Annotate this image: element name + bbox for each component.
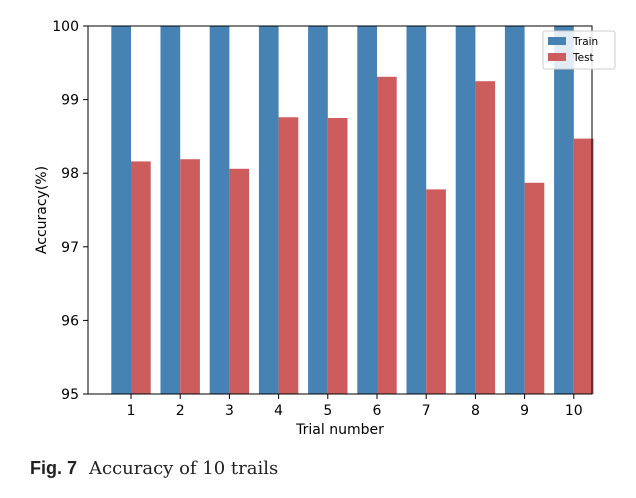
bar-test-5 (327, 118, 348, 394)
x-tick-label-9: 9 (520, 403, 529, 419)
x-tick-label-8: 8 (471, 403, 480, 419)
y-tick-label-98: 98 (61, 166, 79, 182)
x-axis: 1 2 3 4 5 6 7 8 9 10 (127, 394, 583, 419)
y-tick-label-99: 99 (61, 93, 79, 109)
figure-caption: Fig. 7 Accuracy of 10 trails (30, 458, 278, 479)
bar-test-6 (377, 76, 397, 394)
plot-frame (87, 25, 593, 395)
bar-train-6 (357, 26, 377, 394)
bar-test-9 (524, 182, 545, 394)
bars-layer (111, 26, 594, 394)
bar-train-4 (258, 26, 279, 394)
bar-test-8 (475, 81, 496, 394)
bar-train-5 (308, 26, 328, 394)
x-axis-label: Trial number (295, 422, 384, 438)
x-tick-label-6: 6 (373, 403, 382, 419)
figure-number: Fig. 7 (30, 458, 78, 478)
x-tick-label-5: 5 (323, 403, 332, 419)
bar-test-1 (131, 161, 151, 394)
x-tick-label-10: 10 (565, 403, 583, 419)
bar-test-10 (573, 138, 594, 394)
x-tick-label-4: 4 (274, 403, 283, 419)
x-tick-label-1: 1 (127, 403, 136, 419)
bar-test-4 (278, 117, 299, 394)
y-axis: 95 96 97 98 99 100 (52, 19, 88, 403)
legend-label-train: Train (572, 36, 598, 48)
x-tick-label-7: 7 (422, 403, 431, 419)
legend-label-test: Test (572, 52, 594, 64)
bar-train-8 (455, 26, 476, 394)
bar-train-2 (160, 26, 181, 394)
x-tick-label-3: 3 (225, 403, 234, 419)
accuracy-bar-chart: 95 96 97 98 99 100 1 2 3 4 5 6 7 8 9 10 Trial number A… (34, 19, 616, 438)
legend-swatch-train (548, 37, 566, 45)
legend: Train Test (542, 30, 616, 70)
y-axis-label: Accuracy(%) (34, 166, 50, 254)
legend-swatch-test (548, 53, 566, 61)
figure-caption-text: Accuracy of 10 trails (89, 458, 279, 479)
bar-test-7 (426, 189, 446, 394)
bar-test-3 (229, 168, 250, 394)
bar-train-1 (111, 26, 131, 394)
bar-test-2 (180, 159, 200, 394)
x-tick-label-2: 2 (176, 403, 185, 419)
bar-train-7 (406, 26, 427, 394)
y-tick-label-100: 100 (52, 19, 79, 35)
y-tick-label-95: 95 (61, 387, 79, 403)
y-tick-label-97: 97 (61, 240, 79, 256)
bar-train-3 (209, 26, 230, 394)
y-tick-label-96: 96 (61, 313, 79, 329)
bar-train-10 (554, 26, 574, 394)
bar-train-9 (504, 26, 525, 394)
